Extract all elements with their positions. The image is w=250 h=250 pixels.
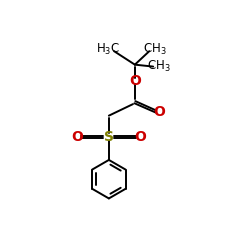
Text: O: O [129, 74, 141, 88]
Text: O: O [153, 106, 165, 120]
Text: CH$_3$: CH$_3$ [147, 59, 171, 74]
Text: S: S [104, 130, 114, 144]
Text: CH$_3$: CH$_3$ [143, 42, 167, 57]
Text: H$_3$C: H$_3$C [96, 42, 120, 57]
Text: O: O [71, 130, 83, 144]
Text: O: O [135, 130, 146, 144]
